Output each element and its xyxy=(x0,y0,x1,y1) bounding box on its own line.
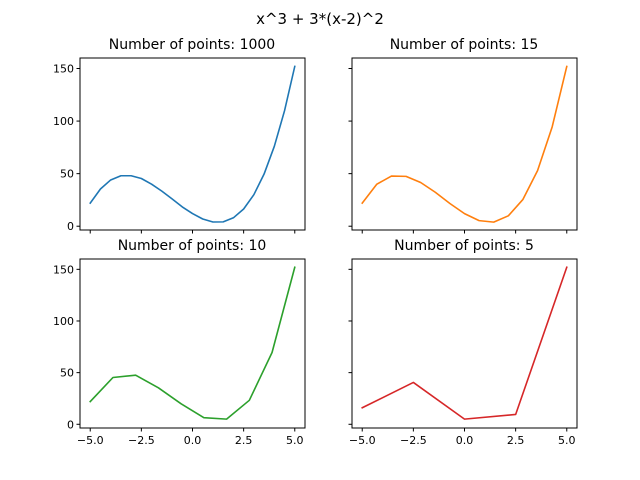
x-tick-label: −2.5 xyxy=(128,434,155,447)
series-line xyxy=(89,65,296,223)
x-tick-label: −5.0 xyxy=(349,434,376,447)
subplot-1000-points: Number of points: 1000 0 50 100 150 xyxy=(53,37,306,234)
series-line xyxy=(361,266,568,420)
subplot-15-points: Number of points: 15 xyxy=(348,37,578,234)
subplot-title: Number of points: 15 xyxy=(390,37,539,53)
y-tick-label: 150 xyxy=(53,63,74,76)
y-tick-label: 0 xyxy=(67,220,74,233)
x-tick-label: −2.5 xyxy=(400,434,427,447)
y-tick-label: 50 xyxy=(60,367,74,380)
y-tick-label: 50 xyxy=(60,168,74,181)
plot-area xyxy=(348,57,578,234)
figure-suptitle: x^3 + 3*(x-2)^2 xyxy=(256,10,384,28)
x-tick-label: −5.0 xyxy=(77,434,104,447)
x-tick-label: 0.0 xyxy=(184,434,202,447)
y-tick-label: 100 xyxy=(53,315,74,328)
y-tick-label: 0 xyxy=(67,418,74,431)
series-line xyxy=(89,266,296,420)
series-line xyxy=(361,65,568,223)
x-tick-label: 0.0 xyxy=(456,434,474,447)
y-tick-label: 100 xyxy=(53,115,74,128)
x-tick-label: 5.0 xyxy=(286,434,304,447)
subplot-5-points: Number of points: 5 −5.0 −2.5 0.0 2.5 5.0 xyxy=(348,238,578,447)
x-tick-label: 2.5 xyxy=(235,434,253,447)
x-tick-label: 2.5 xyxy=(507,434,525,447)
subplot-10-points: Number of points: 10 0 50 100 150 −5.0 −2.5 0.… xyxy=(53,238,306,447)
subplot-title: Number of points: 1000 xyxy=(109,37,275,53)
x-tick-label: 5.0 xyxy=(558,434,576,447)
plot-area: −5.0 −2.5 0.0 2.5 5.0 xyxy=(348,258,578,447)
plot-area: 0 50 100 150 −5.0 −2.5 0.0 2.5 5.0 xyxy=(53,258,306,447)
subplot-title: Number of points: 10 xyxy=(118,238,267,254)
subplot-title: Number of points: 5 xyxy=(394,238,534,254)
y-tick-label: 150 xyxy=(53,263,74,276)
plot-area: 0 50 100 150 xyxy=(53,57,306,234)
